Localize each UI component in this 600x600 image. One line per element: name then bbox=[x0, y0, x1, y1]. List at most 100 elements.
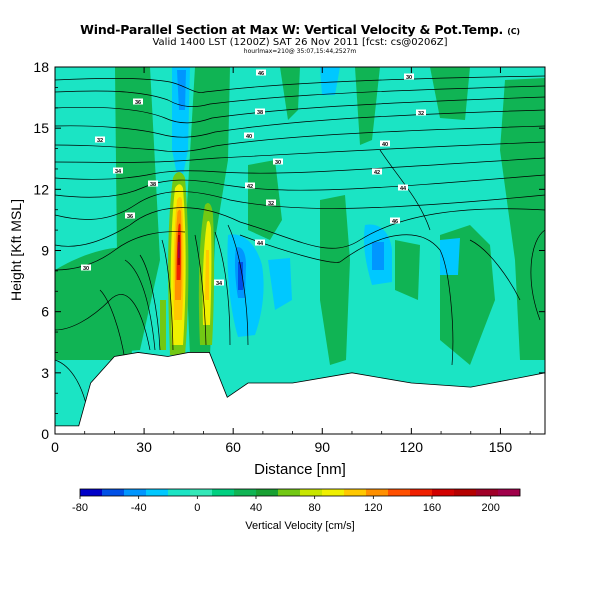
strong-downdraft-cores bbox=[177, 70, 384, 298]
x-tick-label: 60 bbox=[225, 439, 241, 455]
colorbar-tick-label: 200 bbox=[481, 502, 499, 514]
contour-label-bg bbox=[125, 212, 135, 219]
contour-label-bg bbox=[81, 264, 91, 271]
colorbar-bin bbox=[146, 489, 169, 496]
colorbar-bin bbox=[344, 489, 367, 496]
contour-label: 30 bbox=[83, 266, 89, 272]
contour-label: 38 bbox=[150, 182, 156, 188]
y-tick-label: 6 bbox=[41, 304, 49, 320]
colorbar-bin bbox=[410, 489, 433, 496]
contour-label-bg bbox=[133, 98, 143, 105]
colorbar-bin bbox=[388, 489, 411, 496]
contour-label: 34 bbox=[115, 169, 122, 175]
contour-label: 40 bbox=[382, 142, 388, 148]
colorbar-bin bbox=[366, 489, 389, 496]
contour-label: 30 bbox=[406, 75, 412, 81]
colorbar-bin bbox=[432, 489, 455, 496]
colorbar-bin bbox=[212, 489, 235, 496]
y-tick-label: 12 bbox=[33, 181, 49, 197]
x-tick-label: 0 bbox=[51, 439, 59, 455]
contour-label-bg bbox=[214, 279, 224, 286]
potential-temperature-contours bbox=[55, 75, 545, 426]
contour-label: 32 bbox=[418, 111, 424, 117]
y-axis-title: Height [Kft MSL] bbox=[8, 199, 24, 301]
y-tick-label: 9 bbox=[41, 243, 49, 259]
colorbar-title: Vertical Velocity [cm/s] bbox=[245, 520, 354, 532]
colorbar-frame bbox=[79, 488, 521, 497]
colorbar-tick-label: 120 bbox=[364, 502, 382, 514]
colorbar-bin bbox=[234, 489, 257, 496]
y-tick-label: 0 bbox=[41, 426, 49, 442]
terrain-mask bbox=[55, 352, 545, 434]
contour-label-bg bbox=[244, 132, 254, 139]
x-tick-label: 90 bbox=[314, 439, 330, 455]
colorbar-bin bbox=[102, 489, 125, 496]
contour-label-bg bbox=[113, 167, 123, 174]
contour-label: 42 bbox=[247, 184, 253, 190]
contour-labels: 30 32 34 36 38 40 42 44 46 30 32 34 36 38 40 42 44 46 30 32 bbox=[81, 69, 426, 287]
colorbar-bin bbox=[256, 489, 279, 496]
chart-info-line: hourlmax=210@ 35:07,15:44,2527m bbox=[243, 48, 357, 55]
x-tick-label: 120 bbox=[400, 439, 424, 455]
contour-label: 36 bbox=[135, 100, 141, 106]
contour-label: 30 bbox=[275, 160, 281, 166]
colorbar-tick-label: 80 bbox=[309, 502, 321, 514]
contour-label: 44 bbox=[400, 186, 407, 192]
contour-label: 38 bbox=[257, 110, 263, 116]
x-axis: 0 30 60 90 120 150 bbox=[51, 67, 531, 455]
contour-label: 46 bbox=[258, 71, 264, 77]
contour-label-bg bbox=[372, 168, 382, 175]
colorbar-bin bbox=[190, 489, 213, 496]
colorbar-bin bbox=[168, 489, 191, 496]
colorbar-bin bbox=[322, 489, 345, 496]
updraft-core-west bbox=[168, 172, 189, 355]
contour-label-bg bbox=[255, 239, 265, 246]
contour-label: 32 bbox=[97, 138, 103, 144]
contour-label: 44 bbox=[257, 241, 264, 247]
colorbar-bin bbox=[300, 489, 323, 496]
contour-label-bg bbox=[398, 184, 408, 191]
contour-label-bg bbox=[95, 136, 105, 143]
contour-label-bg bbox=[266, 199, 276, 206]
contour-label: 46 bbox=[392, 219, 398, 225]
y-tick-label: 18 bbox=[33, 59, 49, 75]
colorbar-bin bbox=[498, 489, 521, 496]
contour-label-bg bbox=[256, 69, 266, 76]
colorbar-tick-label: -40 bbox=[131, 502, 147, 514]
colorbar-tick-label: 0 bbox=[194, 502, 200, 514]
contour-label: 40 bbox=[246, 134, 252, 140]
colorbar: -80 -40 0 40 80 120 160 200 bbox=[72, 488, 521, 514]
colorbar-tick-label: 40 bbox=[250, 502, 262, 514]
contour-label: 32 bbox=[268, 201, 274, 207]
y-tick-label: 3 bbox=[41, 365, 49, 381]
contour-label-bg bbox=[148, 180, 158, 187]
contour-label: 34 bbox=[216, 281, 223, 287]
contour-label-bg bbox=[404, 73, 414, 80]
colorbar-bin bbox=[454, 489, 477, 496]
chart-subtitle: Valid 1400 LST (1200Z) SAT 26 Nov 2011 [… bbox=[152, 37, 448, 48]
contour-label-bg bbox=[380, 140, 390, 147]
contour-label: 36 bbox=[127, 214, 133, 220]
colorbar-tick-label: 160 bbox=[423, 502, 441, 514]
colorbar-bin bbox=[476, 489, 499, 496]
contour-label-bg bbox=[245, 182, 255, 189]
contour-label-bg bbox=[416, 109, 426, 116]
updraft-core-east bbox=[198, 203, 215, 345]
contour-label-bg bbox=[273, 158, 283, 165]
plot-area: 30 32 34 36 38 40 42 44 46 30 32 34 36 38 40 42 44 46 30 32 bbox=[55, 67, 545, 434]
contour-label-bg bbox=[255, 108, 265, 115]
title-mark: (C) bbox=[507, 27, 520, 36]
y-tick-label: 15 bbox=[33, 120, 49, 136]
colorbar-bin bbox=[278, 489, 301, 496]
title-text: Wind-Parallel Section at Max W: Vertical… bbox=[80, 22, 504, 37]
contour-label: 42 bbox=[374, 170, 380, 176]
colorbar-bin bbox=[124, 489, 147, 496]
minor-updraft bbox=[160, 300, 166, 350]
x-tick-label: 30 bbox=[136, 439, 152, 455]
colorbar-bin bbox=[80, 489, 103, 496]
chart-title: Wind-Parallel Section at Max W: Vertical… bbox=[0, 22, 600, 37]
colorbar-tick-label: -80 bbox=[72, 502, 88, 514]
positive-velocity-regions bbox=[55, 67, 545, 365]
